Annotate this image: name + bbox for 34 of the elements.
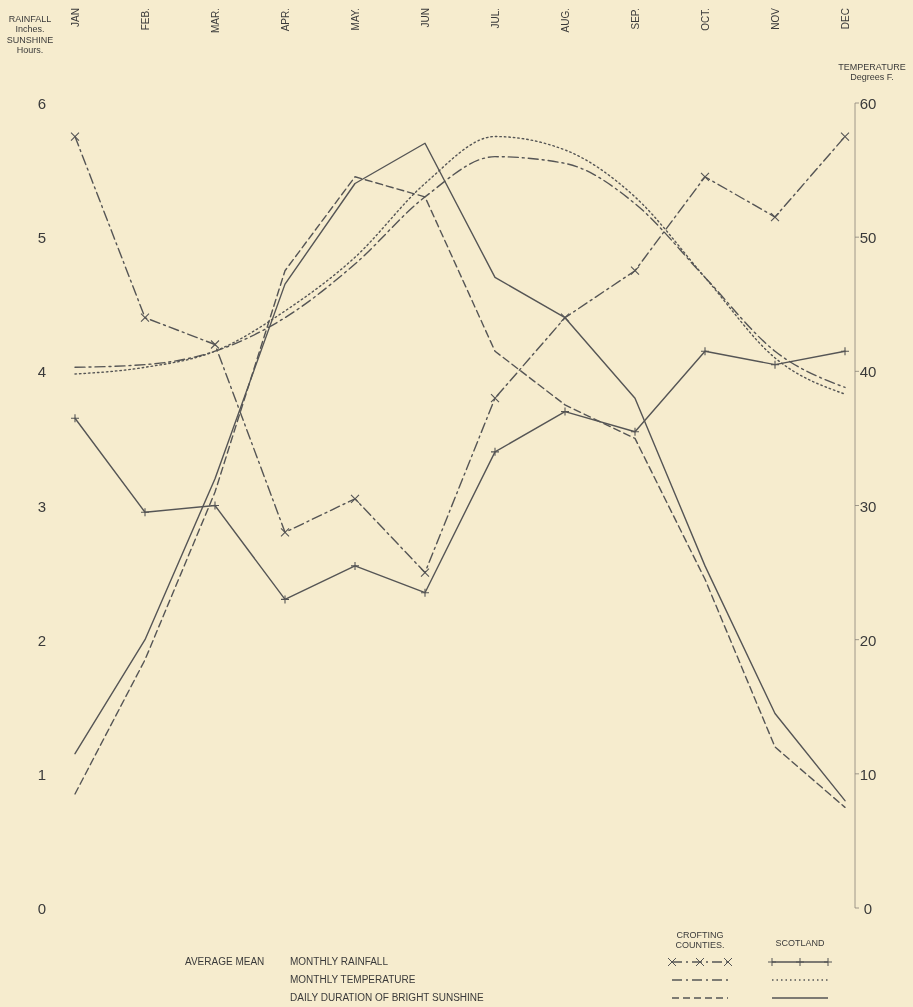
text: DAILY DURATION OF BRIGHT SUNSHINE bbox=[290, 992, 485, 1003]
x-tick-label: APR. bbox=[280, 8, 291, 32]
y2-axis-title: TEMPERATURE Degrees F. bbox=[838, 62, 906, 83]
x-tick-label: SEP. bbox=[630, 8, 641, 30]
text: AVERAGE MEAN bbox=[185, 956, 265, 967]
text: MONTHLY RAINFALL bbox=[290, 956, 389, 967]
x-tick-label: AUG. bbox=[560, 8, 571, 33]
y2-tick-label: 60 bbox=[859, 95, 877, 112]
y-axis-title: RAINFALL Inches. SUNSHINE Hours. bbox=[6, 14, 54, 56]
x-tick-label: MAY. bbox=[350, 8, 361, 31]
y-tick-label: 4 bbox=[37, 363, 47, 381]
text: MONTHLY TEMPERATURE bbox=[290, 974, 416, 985]
y-tick-label: 5 bbox=[37, 229, 47, 247]
y-tick-label: 1 bbox=[37, 765, 47, 783]
text: SCOTLAND bbox=[775, 938, 825, 948]
y-tick-label: 3 bbox=[37, 497, 47, 515]
x-tick-label: OCT. bbox=[700, 8, 711, 31]
text: CROFTING COUNTIES. bbox=[675, 930, 725, 951]
x-tick-label: MAR. bbox=[210, 8, 221, 33]
x-tick-label: JUL. bbox=[490, 8, 501, 29]
x-tick-label: DEC bbox=[840, 8, 851, 30]
y2-tick-label: 20 bbox=[859, 631, 877, 649]
y-tick-label: 6 bbox=[37, 95, 47, 112]
y2-tick-label: 10 bbox=[859, 765, 877, 783]
x-tick-label: FEB. bbox=[140, 8, 151, 31]
x-tick-label: JUN bbox=[420, 8, 431, 28]
y2-tick-label: 50 bbox=[859, 229, 877, 247]
y-tick-label: 2 bbox=[37, 631, 47, 649]
y2-tick-label: 40 bbox=[859, 363, 877, 381]
y-tick-label: 0 bbox=[37, 900, 47, 917]
x-tick-label: JAN bbox=[70, 8, 81, 27]
x-tick-label: NOV bbox=[770, 7, 781, 30]
y2-tick-label: 30 bbox=[859, 497, 877, 515]
y2-tick-label: 0 bbox=[863, 900, 873, 917]
